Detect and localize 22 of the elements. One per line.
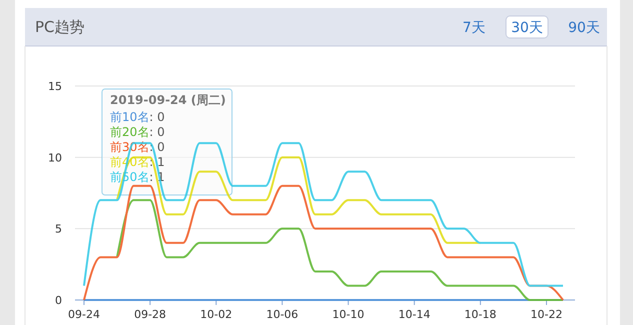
y-tick-label: 10 bbox=[48, 151, 62, 164]
x-tick-label: 10-22 bbox=[530, 308, 562, 321]
y-tick-label: 15 bbox=[48, 80, 62, 93]
line-series bbox=[83, 142, 564, 287]
y-tick-label: 0 bbox=[55, 294, 62, 307]
text: 30天 bbox=[511, 20, 543, 36]
x-tick-label: 10-10 bbox=[332, 308, 364, 321]
line-series bbox=[116, 199, 564, 301]
line-series bbox=[83, 184, 564, 301]
annotation: 前10名: 0 bbox=[110, 110, 165, 124]
x-tick-label: 09-24 bbox=[68, 308, 100, 321]
chart-title: PC趋势 bbox=[35, 18, 85, 36]
annotation: 前20名: 0 bbox=[110, 125, 165, 139]
x-tick-label: 09-28 bbox=[134, 308, 166, 321]
annotation: 2019-09-24 (周二) bbox=[110, 93, 226, 107]
x-tick-label: 10-02 bbox=[200, 308, 232, 321]
x-tick-label: 10-06 bbox=[266, 308, 298, 321]
y-tick-label: 5 bbox=[55, 222, 62, 236]
text: 90天 bbox=[568, 20, 600, 36]
x-tick-label: 10-18 bbox=[464, 308, 496, 321]
text: 7天 bbox=[462, 20, 486, 36]
x-tick-label: 10-14 bbox=[398, 308, 430, 321]
